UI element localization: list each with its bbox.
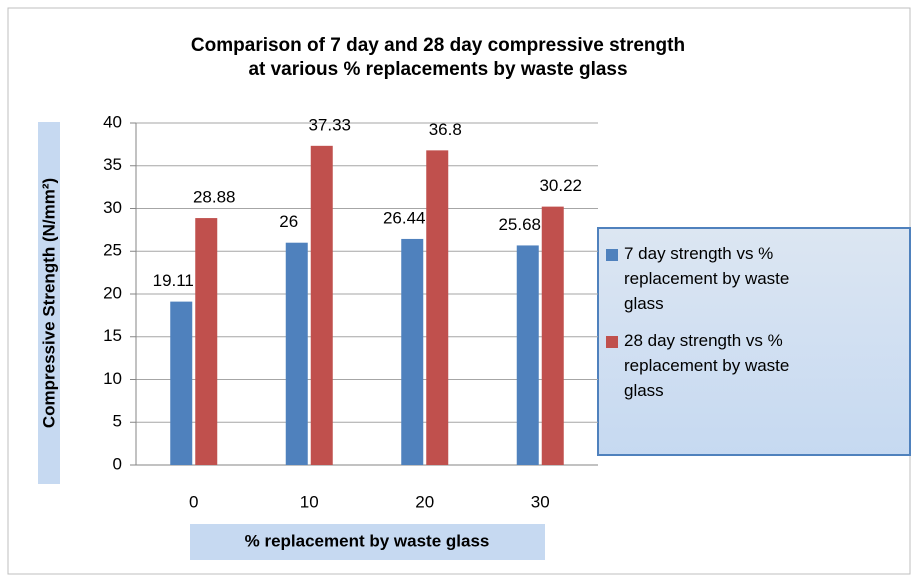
- data-label: 26.44: [383, 208, 426, 227]
- x-tick-label: 10: [300, 492, 319, 511]
- x-axis-label: % replacement by waste glass: [245, 531, 490, 550]
- data-label: 28.88: [193, 188, 236, 207]
- bar: [541, 206, 564, 465]
- legend-line: glass: [624, 381, 664, 400]
- x-tick-label: 30: [531, 492, 550, 511]
- bar: [516, 245, 539, 465]
- data-label: 30.22: [539, 176, 582, 195]
- bar: [195, 218, 218, 465]
- x-tick-label: 0: [189, 492, 198, 511]
- data-label: 25.68: [498, 215, 541, 234]
- y-tick-label: 25: [103, 241, 122, 260]
- data-label: 36.8: [429, 120, 462, 139]
- y-tick-label: 0: [113, 454, 122, 473]
- bar: [426, 150, 449, 466]
- legend-box: [597, 227, 911, 456]
- legend-swatch: [606, 249, 618, 261]
- legend-line: 7 day strength vs %: [624, 244, 773, 263]
- bar: [310, 145, 333, 466]
- y-tick-label: 5: [113, 412, 122, 431]
- bar: [170, 301, 193, 465]
- legend-line: replacement by waste: [624, 269, 789, 288]
- y-axis-label: Compressive Strength (N/mm²): [39, 178, 58, 428]
- legend-swatch: [606, 336, 618, 348]
- legend-line: glass: [624, 294, 664, 313]
- legend-label: 28 day strength vs % replacement by waste…: [624, 331, 789, 400]
- y-tick-label: 40: [103, 112, 122, 131]
- data-label: 37.33: [308, 115, 351, 134]
- y-label-box: [38, 122, 60, 484]
- legend-line: replacement by waste: [624, 356, 789, 375]
- legend-line: 28 day strength vs %: [624, 331, 783, 350]
- x-label-box: [190, 524, 545, 560]
- y-tick-label: 30: [103, 198, 122, 217]
- legend-label: 7 day strength vs % replacement by waste g…: [624, 244, 789, 313]
- x-tick-label: 20: [415, 492, 434, 511]
- y-tick-label: 10: [103, 369, 122, 388]
- bar: [401, 238, 424, 465]
- y-tick-label: 20: [103, 283, 122, 302]
- chart-title: at various % replacements by waste glass: [248, 59, 627, 80]
- y-tick-label: 35: [103, 155, 122, 174]
- bar: [285, 242, 308, 465]
- chart-title: Comparison of 7 day and 28 day compressi…: [191, 35, 685, 56]
- y-tick-label: 15: [103, 326, 122, 345]
- data-label: 26: [279, 212, 298, 231]
- data-label: 19.11: [153, 271, 194, 290]
